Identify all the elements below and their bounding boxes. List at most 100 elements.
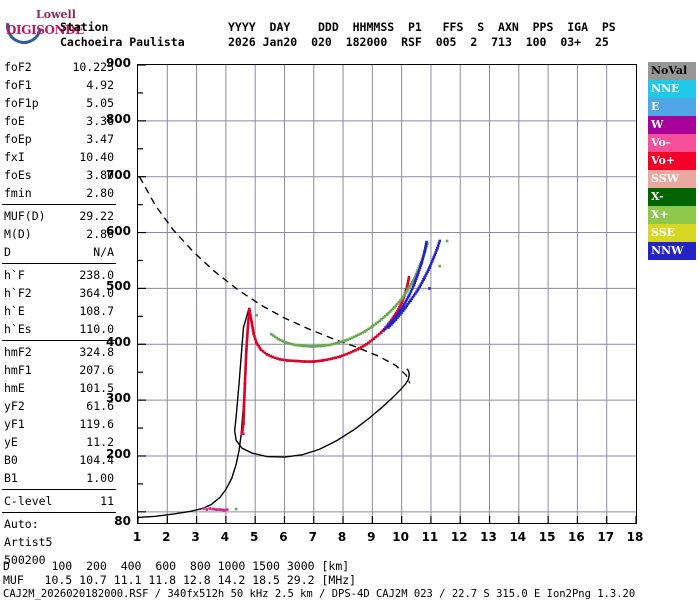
y-axis-tick-900: 900	[105, 56, 131, 70]
param-key: yF2	[4, 399, 25, 413]
lowell-digisonde-logo: Lowell DIGISONDE	[0, 0, 116, 52]
param-value: 119.6	[79, 417, 114, 431]
legend-item-nnw[interactable]: NNW	[648, 242, 696, 260]
param-key: foF2	[4, 60, 32, 74]
station-name: Cachoeira Paulista	[60, 35, 185, 49]
table-row: hmE 101.5	[2, 379, 118, 397]
param-key: MUF(D)	[4, 209, 46, 223]
table-row: B0 104.4	[2, 451, 118, 469]
param-key: h`F2	[4, 286, 32, 300]
param-key: h`Es	[4, 322, 32, 336]
param-value: 238.0	[79, 268, 114, 282]
param-key: fxI	[4, 150, 25, 164]
param-value: 207.6	[79, 363, 114, 377]
y-axis-tick-200: 200	[105, 446, 131, 461]
ionogram-plot[interactable]	[137, 64, 637, 524]
series-nnw-x-branch-blue-upper-	[382, 240, 428, 332]
legend-item-e[interactable]: E	[648, 98, 696, 116]
table-divider	[2, 489, 116, 490]
y-axis-tick-800: 800	[105, 111, 131, 126]
table-row: h`F 238.0	[2, 266, 118, 284]
param-key: M(D)	[4, 227, 32, 241]
param-value: 11	[100, 494, 114, 508]
table-divider	[2, 263, 116, 264]
table-row: yF2 61.6	[2, 397, 118, 415]
ionogram-canvas	[138, 65, 636, 523]
x-axis-tick-10: 10	[392, 530, 409, 544]
ionogram-parameter-table: foF2 10.225 foF1 4.92 foF1p 5.05 foE 3.36 fo…	[2, 58, 118, 569]
param-group-muf: MUF(D) 29.22 M(D) 2.86 D N/A	[2, 207, 118, 261]
x-axis-tick-9: 9	[367, 530, 376, 544]
x-axis-tick-18: 18	[626, 530, 644, 544]
station-label: Station	[60, 20, 109, 34]
param-key: yF1	[4, 417, 25, 431]
table-row: MUF(D) 29.22	[2, 207, 118, 225]
param-key: foEs	[4, 168, 32, 182]
auto-scaler-name: Artist5	[4, 535, 53, 549]
table-row: h`F2 364.0	[2, 284, 118, 302]
auto-label: Auto:	[4, 517, 39, 531]
legend-item-nne[interactable]: NNE	[648, 80, 696, 98]
legend-item-x-[interactable]: X-	[648, 188, 696, 206]
legend-item-vo-[interactable]: Vo-	[648, 134, 696, 152]
y-axis-tick-80: 80	[114, 514, 131, 528]
table-row: yE 11.2	[2, 433, 118, 451]
table-row: fxI 10.40	[2, 148, 118, 166]
table-row: foEp 3.47	[2, 130, 118, 148]
param-key: hmE	[4, 381, 25, 395]
param-value: 5.05	[86, 96, 114, 110]
param-value: 3.47	[86, 132, 114, 146]
table-row: foF1 4.92	[2, 76, 118, 94]
x-axis-tick-3: 3	[191, 530, 200, 544]
y-axis-tick-500: 500	[105, 279, 131, 294]
param-value: 3.36	[86, 114, 114, 128]
param-value: 101.5	[79, 381, 114, 395]
legend-item-noval[interactable]: NoVal	[648, 62, 696, 80]
param-value: 1.00	[86, 471, 114, 485]
table-row: h`E 108.7	[2, 302, 118, 320]
table-row: yF1 119.6	[2, 415, 118, 433]
table-row: hmF1 207.6	[2, 361, 118, 379]
param-key: foF1p	[4, 96, 39, 110]
param-group-virtual-heights: h`F 238.0 h`F2 364.0 h`E 108.7 h`Es 110.0	[2, 266, 118, 338]
curve-muf-dashed-curve	[138, 176, 411, 384]
legend-item-x-[interactable]: X+	[648, 206, 696, 224]
param-group-frequencies: foF2 10.225 foF1 4.92 foF1p 5.05 foE 3.36 fo…	[2, 58, 118, 202]
table-divider	[2, 512, 116, 513]
table-row: B1 1.00	[2, 469, 118, 487]
param-key: hmF1	[4, 363, 32, 377]
param-value: 61.6	[86, 399, 114, 413]
param-value: 4.92	[86, 78, 114, 92]
param-value: 2.86	[86, 227, 114, 241]
series-es-magenta-	[202, 507, 229, 512]
param-key: yE	[4, 435, 18, 449]
param-key: hmF2	[4, 345, 32, 359]
direction-legend: NoVal NNE E W Vo- Vo+ SSW X- X+ SSE NNW	[648, 62, 696, 260]
x-axis-tick-17: 17	[597, 530, 615, 544]
param-key: h`E	[4, 304, 25, 318]
param-key: C-level	[4, 494, 53, 508]
param-key: B0	[4, 453, 18, 467]
param-value: 108.7	[79, 304, 114, 318]
axis-ticks	[138, 65, 636, 523]
param-group-profile: hmF2 324.8 hmF1 207.6 hmE 101.5 yF2 61.6 yF1…	[2, 343, 118, 487]
param-value: 324.8	[79, 345, 114, 359]
legend-item-ssw[interactable]: SSW	[648, 170, 696, 188]
table-row: h`Es 110.0	[2, 320, 118, 338]
x-axis-tick-14: 14	[509, 530, 527, 544]
y-axis-tick-300: 300	[105, 391, 131, 406]
param-key: fmin	[4, 186, 32, 200]
x-axis-tick-6: 6	[279, 530, 288, 544]
legend-item-w[interactable]: W	[648, 116, 696, 134]
legend-item-sse[interactable]: SSE	[648, 224, 696, 242]
noise-speckles	[234, 239, 449, 511]
x-axis-tick-4: 4	[220, 530, 230, 544]
curve-electron-density-profile	[138, 308, 410, 519]
table-row: foF2 10.225	[2, 58, 118, 76]
x-axis-tick-7: 7	[308, 530, 317, 544]
header-column-values: 2026 Jan20 020 182000 RSF 005 2 713 100 …	[228, 35, 609, 49]
x-axis-tick-11: 11	[421, 530, 439, 544]
param-key: foEp	[4, 132, 32, 146]
param-key: foF1	[4, 78, 32, 92]
legend-item-vo-[interactable]: Vo+	[648, 152, 696, 170]
